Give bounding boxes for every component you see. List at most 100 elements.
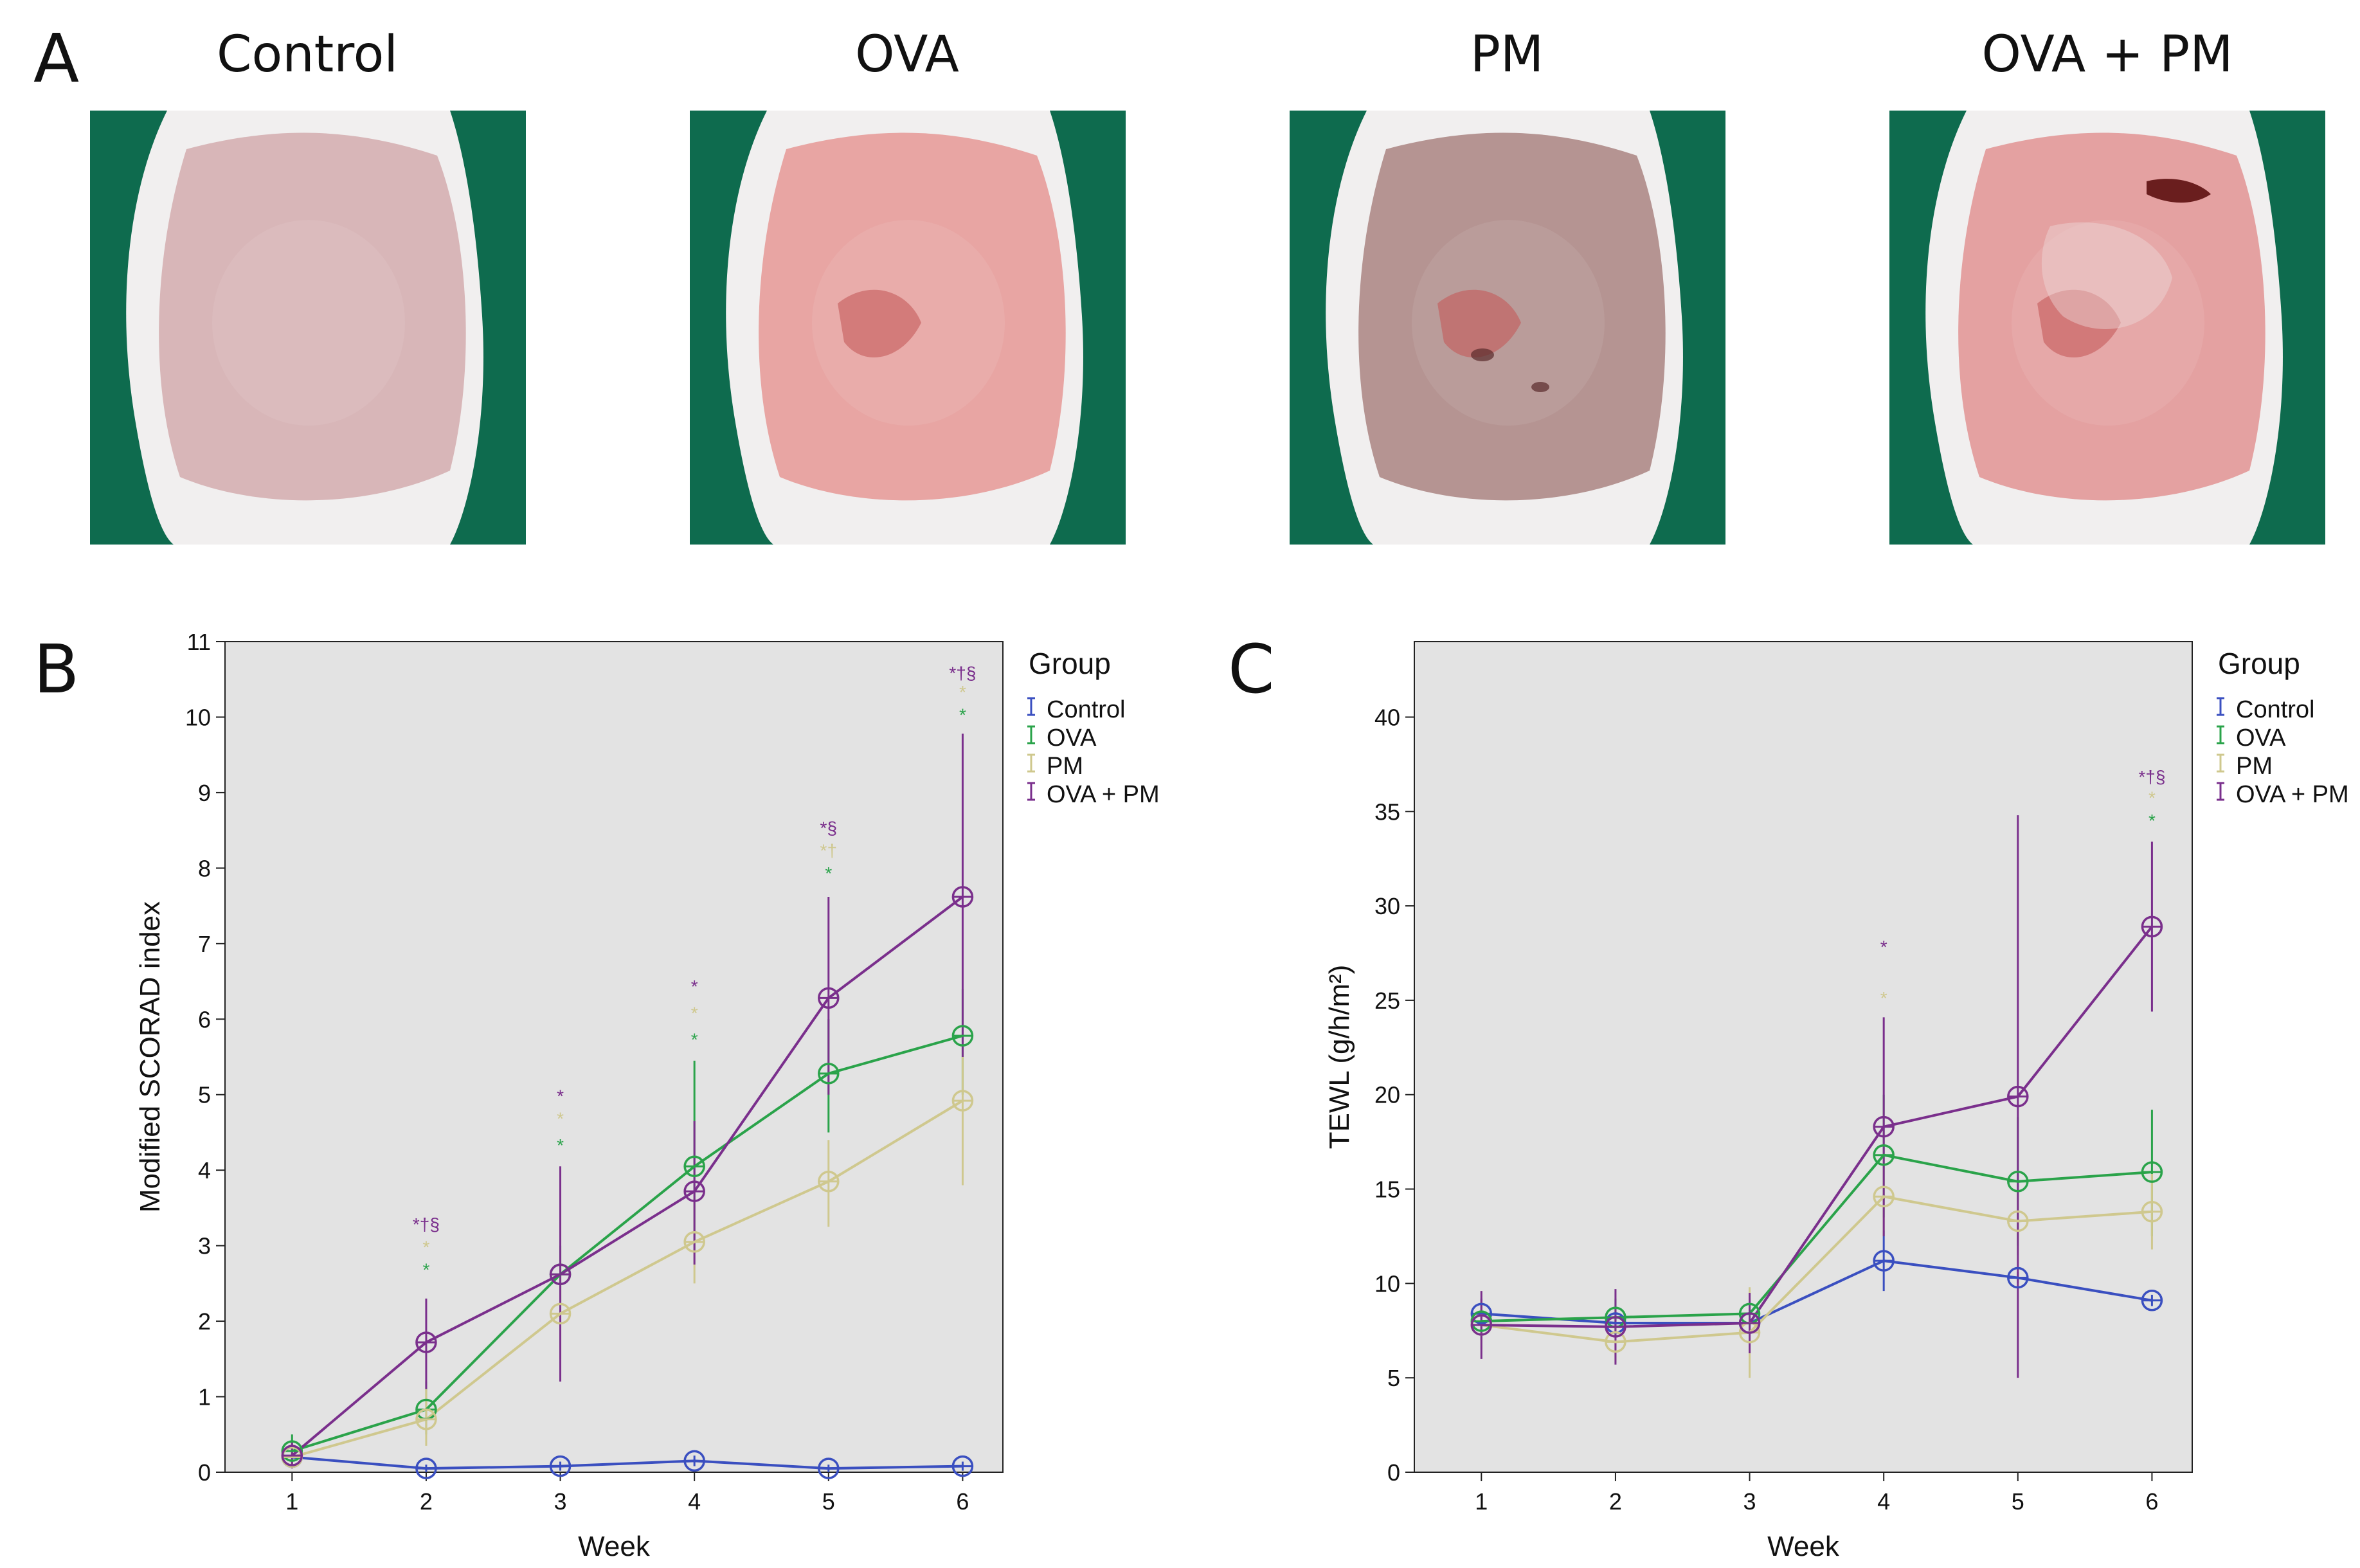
lesion: [838, 289, 921, 357]
y-tick-label: 30: [1374, 893, 1400, 919]
crust: [2147, 179, 2211, 203]
significance-marker: *: [2148, 811, 2156, 831]
panel-label-b: B: [33, 630, 80, 708]
y-tick-label: 7: [198, 931, 211, 957]
scab: [1531, 382, 1549, 392]
significance-marker: *†§: [949, 663, 976, 683]
series-line-control: [1481, 1259, 2152, 1325]
y-tick-label: 40: [1374, 704, 1400, 730]
significance-marker: *: [691, 977, 698, 996]
chart-tewl: 0 5 10 15 20 25 30 35 40 1 2 3 4 5 6 Week TEWL (g/h/m²) *…: [1324, 641, 2349, 1562]
significance-marker: *: [959, 705, 966, 725]
x-tick-label: 2: [420, 1488, 433, 1515]
skin-highlight: [212, 220, 405, 426]
x-tick-label: 3: [1743, 1488, 1756, 1515]
photo-ova-pm: [1889, 111, 2325, 545]
y-tick-label: 0: [198, 1459, 211, 1486]
y-tick-label: 8: [198, 855, 211, 881]
legend-title: Group: [2218, 647, 2300, 680]
significance-marker: *: [1880, 937, 1887, 957]
significance-marker: *: [422, 1237, 429, 1257]
y-tick-label: 1: [198, 1384, 211, 1410]
series-line-control: [292, 1455, 963, 1470]
significance-marker: *: [959, 682, 966, 702]
y-tick-label: 0: [1387, 1459, 1400, 1486]
plot-area: [1414, 641, 2193, 1473]
x-tick-label: 4: [688, 1488, 701, 1515]
significance-marker: *†§: [2138, 767, 2165, 787]
significance-marker: *: [825, 863, 832, 883]
legend-label-ova: OVA: [1047, 725, 1097, 752]
plot-area: [224, 641, 1004, 1473]
x-tick-label: 6: [956, 1488, 969, 1515]
significance-marker: *: [691, 1003, 698, 1023]
significance-marker: *§: [820, 818, 837, 838]
x-tick-label: 1: [285, 1488, 298, 1515]
y-tick-label: 2: [198, 1308, 211, 1335]
lesion: [1437, 289, 1521, 357]
significance-marker: *: [1880, 988, 1887, 1008]
y-tick-label: 6: [198, 1006, 211, 1032]
scab: [1471, 348, 1494, 361]
scaling: [2041, 222, 2172, 329]
significance-marker: *: [691, 1029, 698, 1049]
panel-label-a: A: [33, 19, 80, 98]
photo-title-ova: OVA: [855, 26, 959, 84]
significance-marker: *†: [820, 841, 837, 861]
x-tick-label: 5: [822, 1488, 835, 1515]
legend-title: Group: [1029, 647, 1111, 680]
legend-label-ova-pm: OVA + PM: [1047, 781, 1160, 808]
y-axis-label: Modified SCORAD index: [134, 901, 166, 1212]
legend-label-pm: PM: [2236, 753, 2273, 780]
legend-label-control: Control: [1047, 696, 1126, 723]
y-tick-label: 5: [198, 1082, 211, 1108]
legend-label-ova-pm: OVA + PM: [2236, 781, 2349, 808]
photo-pm: [1290, 111, 1725, 545]
significance-marker: *: [2148, 788, 2156, 808]
y-tick-label: 15: [1374, 1176, 1400, 1203]
legend-label-pm: PM: [1047, 753, 1083, 780]
x-tick-label: 4: [1877, 1488, 1890, 1515]
y-tick-label: 35: [1374, 798, 1400, 825]
y-tick-label: 3: [198, 1233, 211, 1259]
series-line-ova: [1481, 1153, 2152, 1323]
y-tick-label: 11: [187, 629, 211, 655]
series-line-pm: [1481, 1195, 2152, 1344]
y-tick-label: 10: [185, 704, 211, 730]
series-line-ova: [291, 1034, 963, 1453]
shaved-skin-area: [159, 132, 466, 501]
significance-marker: *: [422, 1260, 429, 1280]
x-tick-label: 3: [554, 1488, 567, 1515]
panel-label-c: C: [1228, 630, 1275, 708]
significance-marker: *: [557, 1135, 564, 1155]
significance-marker: *: [557, 1109, 564, 1129]
y-tick-label: 20: [1374, 1082, 1400, 1108]
y-tick-label: 5: [1387, 1365, 1400, 1391]
photo-ova: [690, 111, 1126, 545]
point-control: [1470, 1302, 1493, 1325]
significance-marker: *: [557, 1086, 564, 1106]
x-axis-label: Week: [578, 1531, 651, 1562]
x-tick-label: 6: [2145, 1488, 2158, 1515]
lesion: [2037, 289, 2121, 357]
y-tick-label: 10: [1374, 1270, 1400, 1297]
x-axis-label: Week: [1767, 1531, 1840, 1562]
series-line-ova-pm: [1481, 926, 2153, 1328]
photo-title-pm: PM: [1470, 26, 1544, 84]
significance-marker: *†§: [413, 1214, 440, 1234]
legend-label-control: Control: [2236, 696, 2315, 723]
y-axis-label: TEWL (g/h/m²): [1324, 965, 1355, 1149]
y-tick-label: 9: [198, 780, 211, 806]
photo-title-control: Control: [217, 26, 398, 84]
photo-title-ova-pm: OVA + PM: [1981, 26, 2233, 84]
series-line-pm: [291, 1099, 964, 1459]
x-tick-label: 5: [2012, 1488, 2024, 1515]
legend-label-ova: OVA: [2236, 725, 2286, 752]
point-ova-pm: [1470, 1314, 1493, 1336]
y-tick-label: 25: [1374, 987, 1400, 1014]
photo-control: [90, 111, 526, 545]
x-tick-label: 2: [1609, 1488, 1622, 1515]
series-line-ova-pm: [291, 896, 964, 1457]
x-tick-label: 1: [1475, 1488, 1488, 1515]
